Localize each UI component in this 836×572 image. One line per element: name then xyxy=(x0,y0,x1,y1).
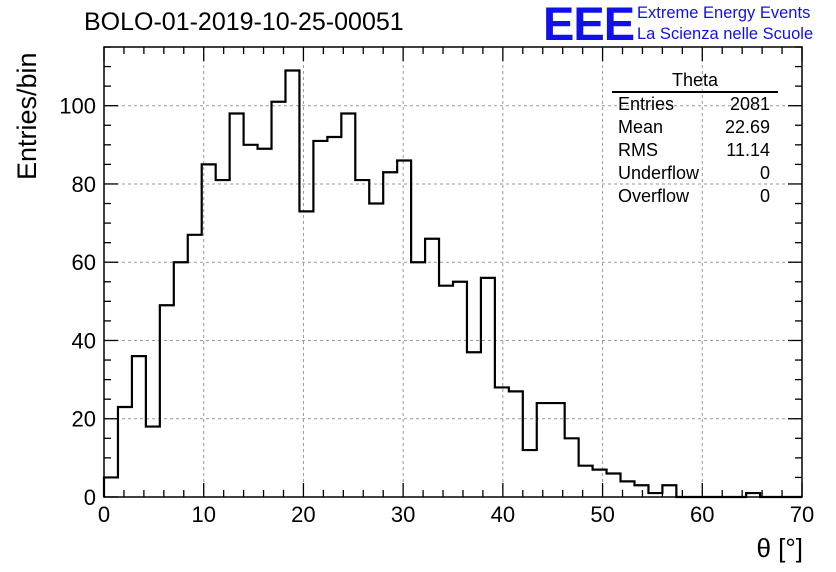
grid-lines xyxy=(104,47,802,497)
x-tick-label: 70 xyxy=(790,502,814,527)
eee-logo: EEE xyxy=(543,0,635,50)
stats-row: Underflow 0 xyxy=(612,162,778,185)
stats-label: Underflow xyxy=(618,163,700,183)
stats-title: Theta xyxy=(612,70,778,93)
histogram-line xyxy=(102,69,802,499)
stats-value: 0 xyxy=(759,163,770,183)
stats-label: Overflow xyxy=(618,186,690,206)
y-tick-label: 80 xyxy=(72,172,96,197)
stats-label: RMS xyxy=(618,140,658,160)
x-axis-label: θ [°] xyxy=(756,533,803,563)
stats-row: Entries 2081 xyxy=(612,93,778,116)
x-tick-label: 40 xyxy=(491,502,515,527)
stats-label: Entries xyxy=(618,94,675,114)
stats-value: 0 xyxy=(759,186,770,206)
logo-subtitle-2: La Scienza nelle Scuole xyxy=(637,25,814,43)
stats-row: Mean 22.69 xyxy=(612,116,778,139)
x-tick-label: 20 xyxy=(291,502,315,527)
x-tick-label: 50 xyxy=(590,502,614,527)
x-tick-label: 30 xyxy=(391,502,415,527)
tick-labels: 0 10 20 30 40 50 60 70 0 20 40 60 80 100 xyxy=(59,94,814,527)
y-tick-label: 100 xyxy=(59,94,96,119)
x-tick-label: 10 xyxy=(191,502,215,527)
stats-row: Overflow 0 xyxy=(612,185,778,208)
logo-subtitle-1: Extreme Energy Events xyxy=(637,4,811,22)
chart-title: BOLO-01-2019-10-25-00051 xyxy=(84,8,404,36)
y-axis-label: Entries/bin xyxy=(12,52,42,180)
y-tick-label: 0 xyxy=(84,485,96,510)
plot-frame xyxy=(103,46,803,498)
stats-box: Theta Entries 2081 Mean 22.69 RMS 11.14 … xyxy=(612,70,778,208)
y-tick-label: 20 xyxy=(72,407,96,432)
stats-label: Mean xyxy=(618,117,664,137)
y-tick-label: 60 xyxy=(72,250,96,275)
x-tick-label: 60 xyxy=(690,502,714,527)
stats-row: RMS 11.14 xyxy=(612,139,778,162)
y-tick-label: 40 xyxy=(72,328,96,353)
stats-value: 11.14 xyxy=(726,140,770,160)
stats-value: 22.69 xyxy=(724,117,770,137)
stats-value: 2081 xyxy=(729,94,770,114)
x-tick-label: 0 xyxy=(98,502,110,527)
